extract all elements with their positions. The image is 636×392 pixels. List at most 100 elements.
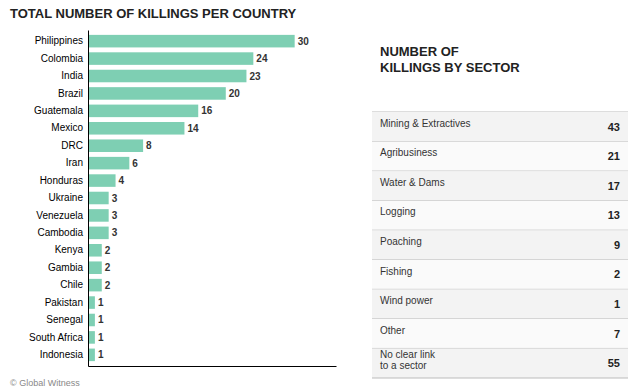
text-line: Logging — [380, 206, 416, 217]
y-tick: Indonesia — [40, 349, 88, 360]
text-line: Other — [380, 325, 406, 336]
data-label: 24 — [256, 53, 268, 64]
table-value: 7 — [614, 328, 620, 340]
bar — [88, 314, 95, 327]
bar — [88, 331, 95, 344]
table-value: 21 — [608, 150, 620, 162]
bar — [88, 122, 184, 135]
table-value: 2 — [614, 268, 620, 280]
bar — [88, 52, 253, 65]
data-label: 14 — [187, 123, 199, 134]
table-row — [372, 171, 628, 201]
y-tick-label: Honduras — [40, 175, 83, 186]
table-row — [372, 348, 628, 378]
data-label: 1 — [98, 332, 104, 343]
y-axis: Philippines Colombia India Brazil Guatemala M… — [29, 31, 88, 367]
bars — [88, 35, 295, 361]
y-tick-label: Guatemala — [34, 105, 83, 116]
bar — [88, 349, 95, 362]
y-tick: Brazil — [58, 88, 88, 99]
bar — [88, 296, 95, 309]
data-label: 2 — [105, 262, 111, 273]
data-labels: 3024232016148643332221111 — [98, 36, 309, 361]
x-axis-line — [89, 366, 337, 367]
table-border — [372, 378, 628, 379]
table-value: 17 — [608, 180, 620, 192]
data-label: 3 — [112, 227, 118, 238]
y-tick-label: Venezuela — [36, 210, 83, 221]
plot: 3024232016148643332221111PhilippinesColo… — [29, 31, 336, 367]
text-line: Water & Dams — [380, 177, 445, 188]
data-label: 30 — [298, 36, 310, 47]
y-tick: South Africa — [29, 332, 88, 343]
table-value: 9 — [614, 239, 620, 251]
data-label: 23 — [249, 71, 261, 82]
y-tick-label: Mexico — [51, 122, 83, 133]
chart-title: TOTAL NUMBER OF KILLINGS PER COUNTRY — [10, 6, 297, 21]
y-tick-label: DRC — [61, 140, 83, 151]
y-tick-label: Cambodia — [37, 227, 83, 238]
y-tick: Senegal — [46, 314, 88, 325]
bar — [88, 139, 143, 152]
table-value: 1 — [614, 298, 620, 310]
table-row — [372, 142, 628, 172]
y-tick: Venezuela — [36, 210, 88, 221]
y-tick: Ukraine — [49, 192, 88, 203]
table-value: 55 — [608, 357, 620, 369]
text-line: to a sector — [380, 360, 427, 371]
bar — [88, 192, 109, 205]
table-label: Fishing — [380, 266, 412, 277]
table-label: Wind power — [380, 295, 433, 306]
table-value: 43 — [608, 121, 620, 133]
y-tick-label: Senegal — [46, 314, 83, 325]
table-row — [372, 230, 628, 260]
data-label: 4 — [119, 175, 125, 186]
y-tick: Mexico — [51, 122, 88, 133]
y-tick-label: Ukraine — [49, 192, 84, 203]
y-tick: Cambodia — [37, 227, 88, 238]
data-label: 6 — [132, 158, 138, 169]
bar — [88, 279, 102, 292]
bar — [88, 209, 109, 222]
y-tick: Colombia — [41, 53, 88, 64]
x-axis — [89, 366, 337, 367]
bar — [88, 70, 246, 83]
table-title: NUMBER OFKILLINGS BY SECTOR — [380, 44, 520, 75]
table-label: Other — [380, 325, 406, 336]
table-row — [372, 319, 628, 349]
bar — [88, 87, 226, 100]
footnote: © Global Witness — [10, 378, 80, 388]
text-line: Poaching — [380, 236, 422, 247]
table-row — [372, 201, 628, 231]
text-line: NUMBER OF — [380, 44, 459, 59]
text-line: Wind power — [380, 295, 433, 306]
bar — [88, 261, 102, 274]
table-row — [372, 260, 628, 290]
text-line: No clear link — [380, 349, 436, 360]
y-tick: DRC — [61, 140, 88, 151]
y-tick-label: Pakistan — [45, 297, 83, 308]
y-tick-label: Indonesia — [40, 349, 84, 360]
y-tick: India — [61, 70, 88, 81]
y-tick-label: Brazil — [58, 88, 83, 99]
data-label: 3 — [112, 210, 118, 221]
y-tick-label: Kenya — [55, 244, 84, 255]
data-label: 1 — [98, 314, 104, 325]
bar — [88, 105, 198, 118]
y-tick-label: Colombia — [41, 53, 84, 64]
bar — [88, 227, 109, 240]
bar — [88, 35, 295, 48]
table-label: Agribusiness — [380, 147, 437, 158]
y-tick-label: India — [61, 70, 83, 81]
y-tick: Chile — [60, 279, 88, 290]
table-row — [372, 112, 628, 142]
y-tick: Kenya — [55, 244, 88, 255]
y-tick-label: Chile — [60, 279, 83, 290]
y-tick: Philippines — [35, 35, 88, 46]
data-label: 1 — [98, 349, 104, 360]
y-tick: Honduras — [40, 175, 88, 186]
y-tick: Pakistan — [45, 297, 88, 308]
text-line: Agribusiness — [380, 147, 437, 158]
y-tick: Guatemala — [34, 105, 88, 116]
table-label: Mining & Extractives — [380, 118, 471, 129]
